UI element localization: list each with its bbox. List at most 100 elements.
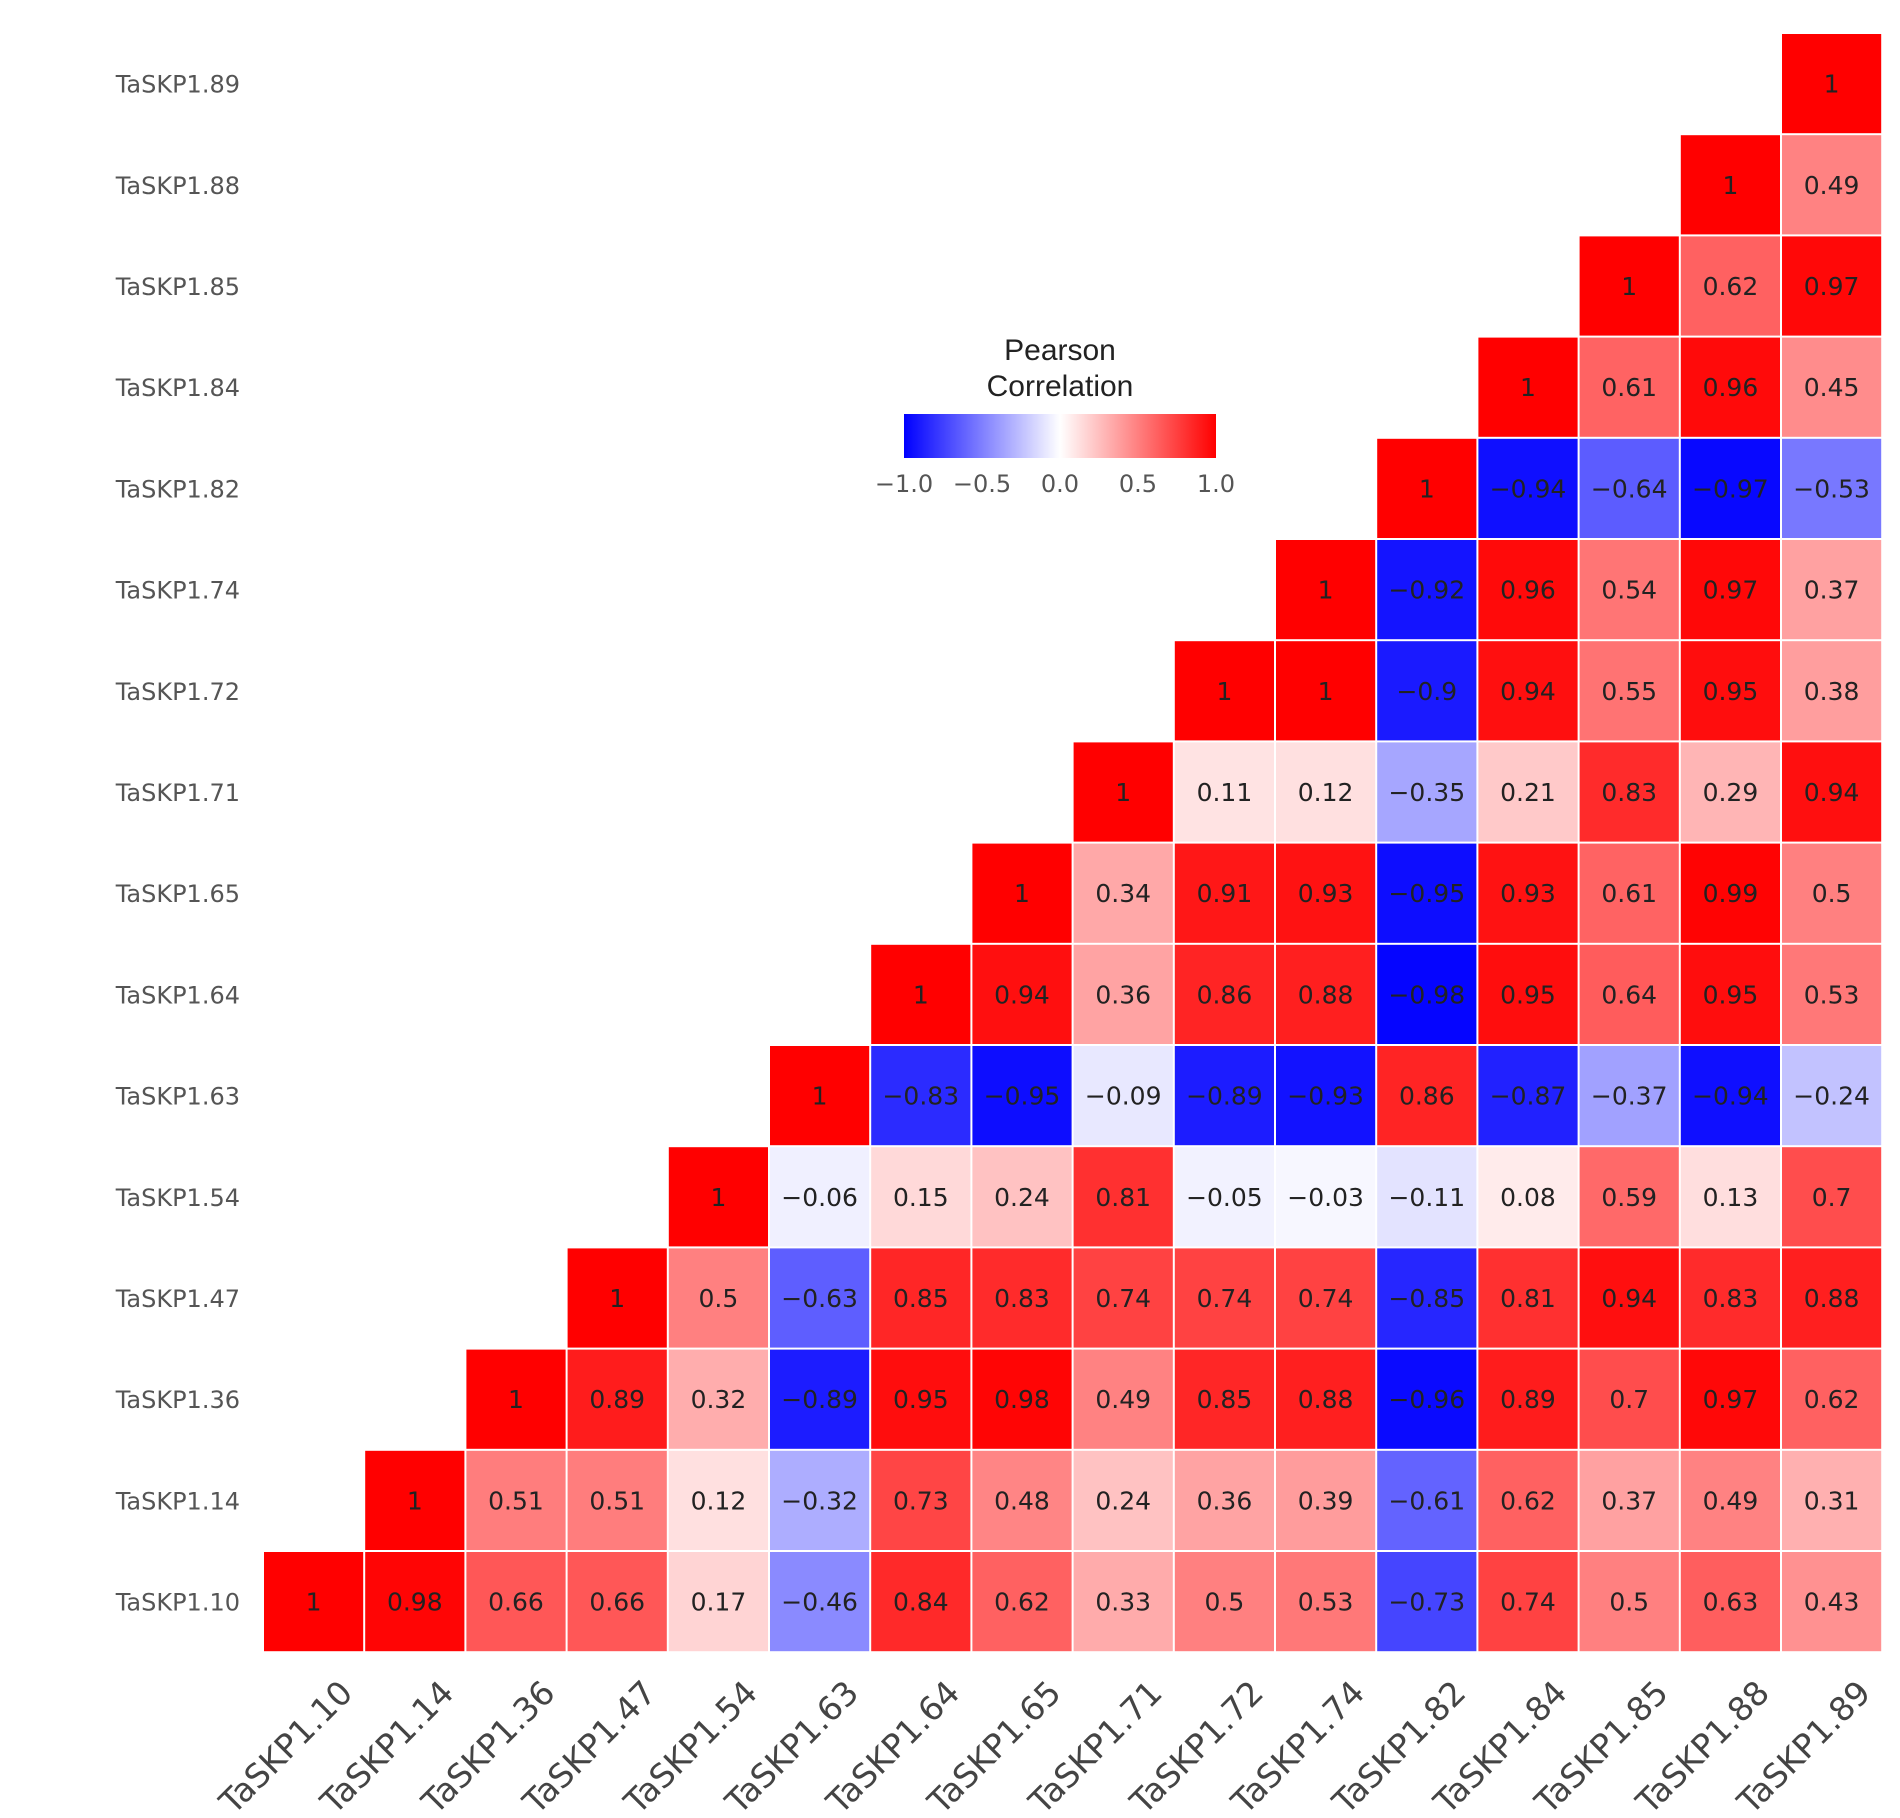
cell-value-label: 0.95 [893, 1385, 949, 1414]
cell-value-label: 0.74 [1298, 1284, 1354, 1313]
heatmap-cell [1579, 540, 1679, 640]
heatmap-cell [1680, 1349, 1780, 1449]
heatmap-cell [1073, 843, 1173, 943]
cell-value-label: 0.74 [1500, 1588, 1556, 1617]
heatmap-cell [1377, 1147, 1477, 1247]
cell-value-label: 1 [407, 1486, 423, 1515]
cell-value-label: 1 [306, 1588, 322, 1617]
legend-tick-label: −1.0 [875, 470, 933, 498]
heatmap-cell [1377, 1349, 1477, 1449]
heatmap-cell [1579, 1147, 1679, 1247]
cell-value-label: 0.97 [1703, 1385, 1759, 1414]
heatmap-cell [1782, 742, 1882, 842]
cell-value-label: 1 [508, 1385, 524, 1414]
cell-value-label: 0.12 [1298, 778, 1354, 807]
cell-value-label: 1 [1419, 474, 1435, 503]
heatmap-cell [972, 1450, 1072, 1550]
cell-value-label: −0.63 [781, 1284, 858, 1313]
cell-value-label: −0.92 [1388, 576, 1465, 605]
heatmap-cell [1073, 1349, 1173, 1449]
heatmap-cell [871, 1450, 971, 1550]
cell-value-label: −0.9 [1396, 677, 1457, 706]
heatmap-cell [1680, 944, 1780, 1044]
cell-value-label: 0.84 [893, 1588, 949, 1617]
heatmap-cell [972, 1349, 1072, 1449]
cell-value-label: 0.97 [1703, 576, 1759, 605]
cell-value-label: 0.32 [691, 1385, 747, 1414]
heatmap-cell [1680, 1450, 1780, 1550]
legend-title-line1: Pearson [1004, 334, 1116, 367]
row-labels: TaSKP1.89 TaSKP1.88 TaSKP1.85 TaSKP1.84 TaSK… [115, 71, 240, 1617]
heatmap-cell [1276, 1450, 1376, 1550]
heatmap-cell [1478, 742, 1578, 842]
cell-value-label: 0.95 [1703, 980, 1759, 1009]
cell-value-label: 0.62 [1500, 1486, 1556, 1515]
cell-value-label: 0.94 [1601, 1284, 1657, 1313]
heatmap-cell [1782, 1046, 1882, 1146]
heatmap-cell [871, 1147, 971, 1247]
heatmap-cell [1478, 1248, 1578, 1348]
heatmap-cell [1174, 742, 1274, 842]
heatmap-cell [365, 1552, 465, 1652]
cell-value-label: −0.35 [1388, 778, 1465, 807]
row-label: TaSKP1.63 [115, 1083, 240, 1111]
heatmap-cell [1073, 1147, 1173, 1247]
heatmap-cell [871, 1349, 971, 1449]
heatmap-cell [972, 1147, 1072, 1247]
heatmap-cell [1377, 540, 1477, 640]
cell-value-label: −0.24 [1793, 1082, 1870, 1111]
heatmap-cell [972, 843, 1072, 943]
heatmap-cell [1478, 641, 1578, 741]
heatmap-cell [1680, 1147, 1780, 1247]
heatmap-cell [668, 1450, 768, 1550]
cell-value-label: 0.94 [994, 980, 1050, 1009]
cell-value-label: −0.32 [781, 1486, 858, 1515]
heatmap-cell [770, 1552, 870, 1652]
cell-value-label: 0.89 [1500, 1385, 1556, 1414]
cell-value-label: 0.94 [1804, 778, 1860, 807]
cell-value-label: −0.03 [1287, 1183, 1364, 1212]
color-legend: Pearson Correlation −1.0 −0.5 0.0 0.5 1.0 [875, 334, 1235, 498]
cell-value-label: 0.43 [1804, 1588, 1860, 1617]
cell-value-label: −0.06 [781, 1183, 858, 1212]
cell-value-label: −0.53 [1793, 474, 1870, 503]
cell-value-label: 0.11 [1197, 778, 1253, 807]
heatmap-cell [365, 1450, 465, 1550]
heatmap-cell [1478, 843, 1578, 943]
cell-value-label: 0.62 [1703, 272, 1759, 301]
cell-value-label: 0.13 [1703, 1183, 1759, 1212]
heatmap-cell [770, 1248, 870, 1348]
cell-value-label: 0.64 [1601, 980, 1657, 1009]
heatmap-cell [871, 1552, 971, 1652]
cell-value-label: 0.83 [1703, 1284, 1759, 1313]
cell-value-label: 0.95 [1500, 980, 1556, 1009]
heatmap-cell [1579, 843, 1679, 943]
cell-value-label: −0.93 [1287, 1082, 1364, 1111]
heatmap-cell [972, 1552, 1072, 1652]
heatmap-cell [770, 1046, 870, 1146]
cell-value-label: 0.5 [1812, 879, 1852, 908]
cell-value-label: 0.29 [1703, 778, 1759, 807]
heatmap-cell [1680, 236, 1780, 336]
cell-value-label: −0.95 [1388, 879, 1465, 908]
cell-value-label: −0.98 [1388, 980, 1465, 1009]
cell-value-label: 0.95 [1703, 677, 1759, 706]
cell-value-label: 0.93 [1500, 879, 1556, 908]
cell-value-label: 0.5 [1609, 1588, 1649, 1617]
heatmap-cell [1579, 236, 1679, 336]
cell-value-label: 0.17 [691, 1588, 747, 1617]
heatmap-cell [1377, 843, 1477, 943]
cell-value-label: 0.54 [1601, 576, 1657, 605]
heatmap-cell [1782, 34, 1882, 134]
heatmap-cell [1579, 337, 1679, 437]
heatmap-cell [1073, 742, 1173, 842]
cell-value-label: 1 [710, 1183, 726, 1212]
heatmap-cell [1579, 1450, 1679, 1550]
heatmap-cell [1073, 944, 1173, 1044]
heatmap-cell [1276, 1349, 1376, 1449]
heatmap-cell [1377, 641, 1477, 741]
cell-value-label: 0.33 [1095, 1588, 1151, 1617]
cell-value-label: −0.09 [1085, 1082, 1162, 1111]
legend-title-line2: Correlation [987, 370, 1134, 403]
cell-value-label: −0.94 [1692, 1082, 1769, 1111]
